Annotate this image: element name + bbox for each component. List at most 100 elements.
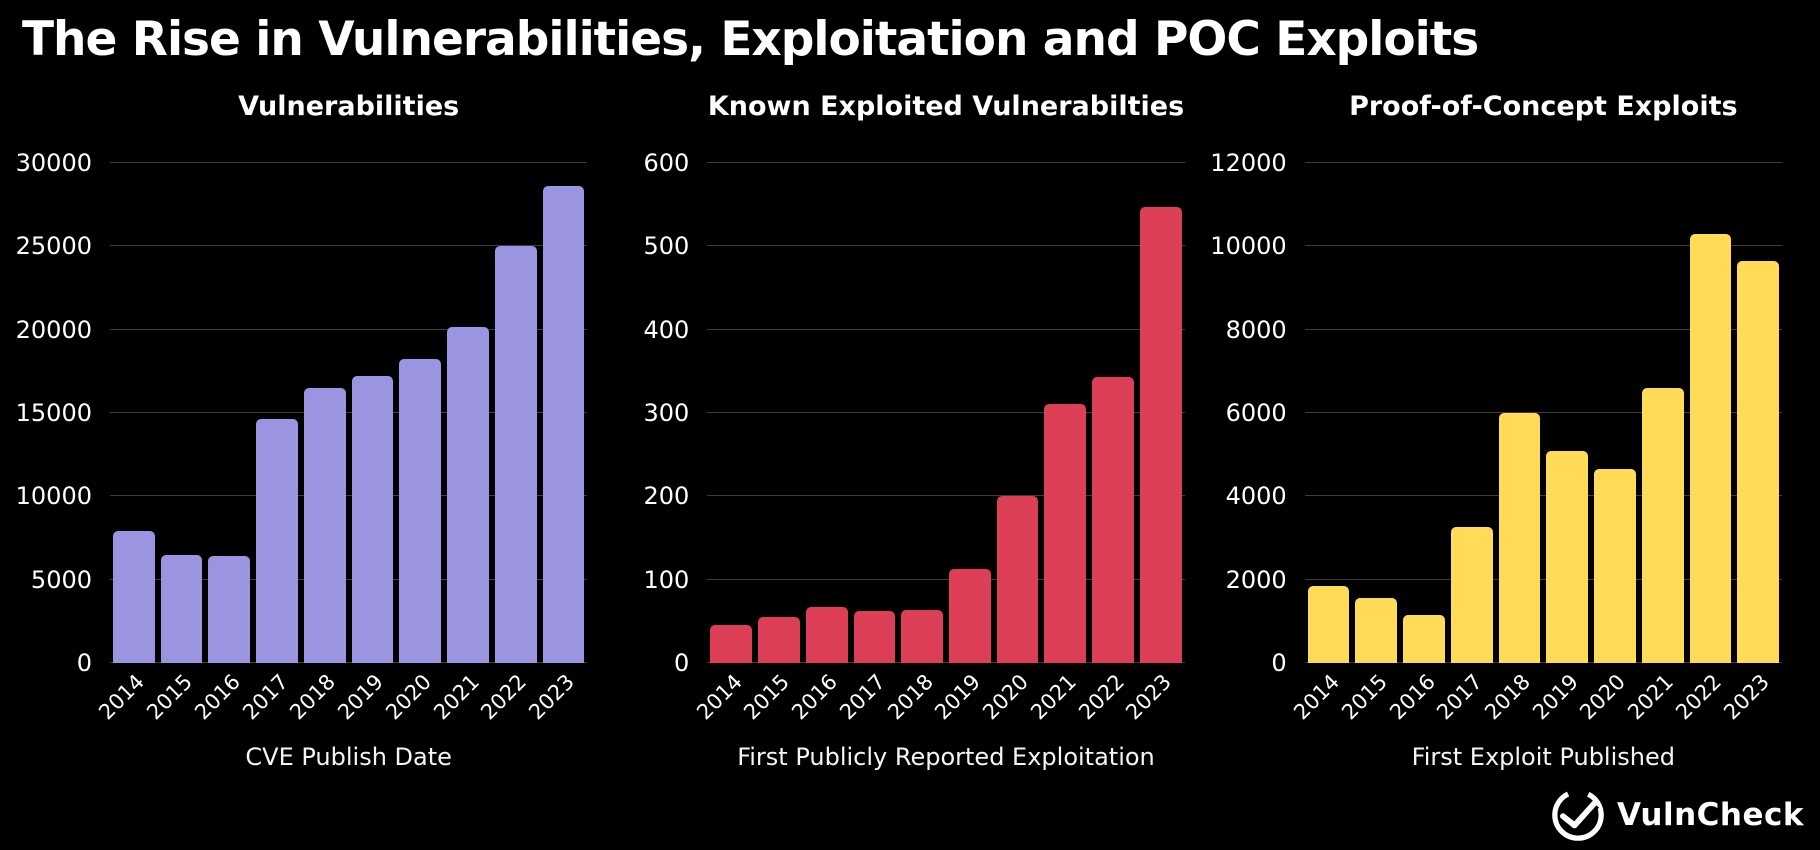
gridline xyxy=(110,578,588,580)
chart-panel-vulnerabilities: Vulnerabilities 0 5000 10000 15000 20000 2500… xyxy=(0,88,597,780)
y-tick-label: 12000 xyxy=(1210,149,1287,177)
y-tick-label: 15000 xyxy=(15,399,92,427)
gridlines xyxy=(110,162,588,663)
gridline xyxy=(1304,662,1782,663)
gridline xyxy=(1304,495,1782,497)
bar xyxy=(1403,615,1445,663)
y-tick-label: 600 xyxy=(643,149,690,177)
y-axis: 0 2000 4000 6000 8000 10000 12000 xyxy=(1195,151,1305,675)
x-tick-slot: 2023 xyxy=(1122,663,1185,735)
gridline xyxy=(1304,245,1782,247)
gridline xyxy=(707,162,1185,163)
bars xyxy=(707,163,1184,663)
y-tick-label: 200 xyxy=(643,482,690,511)
gridline xyxy=(707,578,1185,580)
gridline xyxy=(110,328,588,330)
bar xyxy=(208,556,251,663)
bar xyxy=(1737,260,1779,663)
x-tick-slot: 2023 xyxy=(524,663,588,735)
y-tick-label: 10000 xyxy=(15,482,92,511)
x-tick-label: 2014 xyxy=(1289,669,1345,725)
bar xyxy=(1355,598,1398,663)
y-axis: 0 5000 10000 15000 20000 25000 30000 xyxy=(0,151,110,675)
bar xyxy=(1689,233,1732,663)
y-tick-label: 500 xyxy=(643,232,690,261)
bar xyxy=(996,495,1039,663)
charts-row: Vulnerabilities 0 5000 10000 15000 20000 2500… xyxy=(0,88,1792,780)
bar xyxy=(1044,403,1087,663)
bars xyxy=(110,163,587,663)
y-tick-label: 300 xyxy=(643,399,690,427)
y-tick-label: 30000 xyxy=(15,149,92,177)
y-tick-label: 10000 xyxy=(1210,232,1287,261)
x-axis-label: First Publicly Reported Exploitation xyxy=(737,743,1155,771)
gridlines xyxy=(707,162,1185,663)
bar xyxy=(853,610,896,663)
plot-area xyxy=(110,162,588,663)
y-axis: 0 100 200 300 400 500 600 xyxy=(597,151,707,675)
y-tick-label: 0 xyxy=(1271,649,1287,677)
gridline xyxy=(707,495,1185,497)
gridlines xyxy=(1304,162,1782,663)
gridline xyxy=(1304,162,1782,163)
chart-title: Proof-of-Concept Exploits xyxy=(1349,91,1738,122)
vulncheck-logo-text: VulnCheck xyxy=(1617,797,1804,833)
bar xyxy=(1139,207,1182,663)
bar xyxy=(303,388,346,663)
gridline xyxy=(707,412,1185,413)
bar xyxy=(1641,388,1684,663)
y-tick-label: 6000 xyxy=(1225,399,1287,427)
bars xyxy=(1305,163,1782,663)
bar xyxy=(542,186,585,663)
bar xyxy=(949,568,991,663)
y-tick-label: 0 xyxy=(674,649,690,677)
bar xyxy=(710,624,753,663)
chart-title: Vulnerabilities xyxy=(238,91,460,122)
check-circle-icon xyxy=(1552,789,1604,841)
bar xyxy=(758,617,800,663)
gridline xyxy=(1304,578,1782,580)
y-tick-label: 100 xyxy=(643,565,690,594)
chart-title: Known Exploited Vulnerabilties xyxy=(707,91,1185,122)
gridline xyxy=(110,412,588,413)
gridline xyxy=(110,245,588,247)
bar xyxy=(805,607,848,663)
bar xyxy=(447,327,489,663)
x-tick-label: 2014 xyxy=(94,669,150,725)
x-axis-ticks: 2014 2015 2016 2017 2018 2019 2020 2021 2022 2023 xyxy=(95,663,588,735)
bar xyxy=(1594,469,1636,663)
x-axis-ticks: 2014 2015 2016 2017 2018 2019 2020 2021 2022 2023 xyxy=(692,663,1185,735)
bar xyxy=(1307,585,1350,663)
x-axis-label: First Exploit Published xyxy=(1411,743,1675,771)
bar xyxy=(160,554,203,663)
y-tick-label: 4000 xyxy=(1225,482,1287,511)
gridline xyxy=(1304,328,1782,330)
x-axis-ticks: 2014 2015 2016 2017 2018 2019 2020 2021 2022 2023 xyxy=(1289,663,1782,735)
x-tick-label: 2014 xyxy=(691,669,747,725)
y-tick-label: 400 xyxy=(643,315,690,344)
bar xyxy=(1498,413,1541,663)
bar xyxy=(494,245,537,663)
y-tick-label: 0 xyxy=(76,649,92,677)
page-title: The Rise in Vulnerabilities, Exploitatio… xyxy=(22,12,1479,67)
gridline xyxy=(707,662,1185,663)
bar xyxy=(113,531,155,663)
chart-panel-known-exploited: Known Exploited Vulnerabilties 0 100 200 30… xyxy=(597,88,1194,780)
gridline xyxy=(707,328,1185,330)
gridline xyxy=(110,162,588,163)
bar xyxy=(256,418,298,663)
plot-area xyxy=(707,162,1185,663)
gridline xyxy=(110,495,588,497)
x-tick-slot: 2023 xyxy=(1719,663,1782,735)
plot-area xyxy=(1304,162,1782,663)
y-tick-label: 5000 xyxy=(30,565,92,594)
gridline xyxy=(707,245,1185,247)
y-tick-label: 8000 xyxy=(1225,315,1287,344)
bar xyxy=(901,609,943,663)
x-axis-label: CVE Publish Date xyxy=(245,743,452,771)
y-tick-label: 20000 xyxy=(15,315,92,344)
bar xyxy=(1546,450,1589,663)
bar xyxy=(399,358,442,663)
y-tick-label: 25000 xyxy=(15,232,92,261)
bar xyxy=(351,375,394,663)
